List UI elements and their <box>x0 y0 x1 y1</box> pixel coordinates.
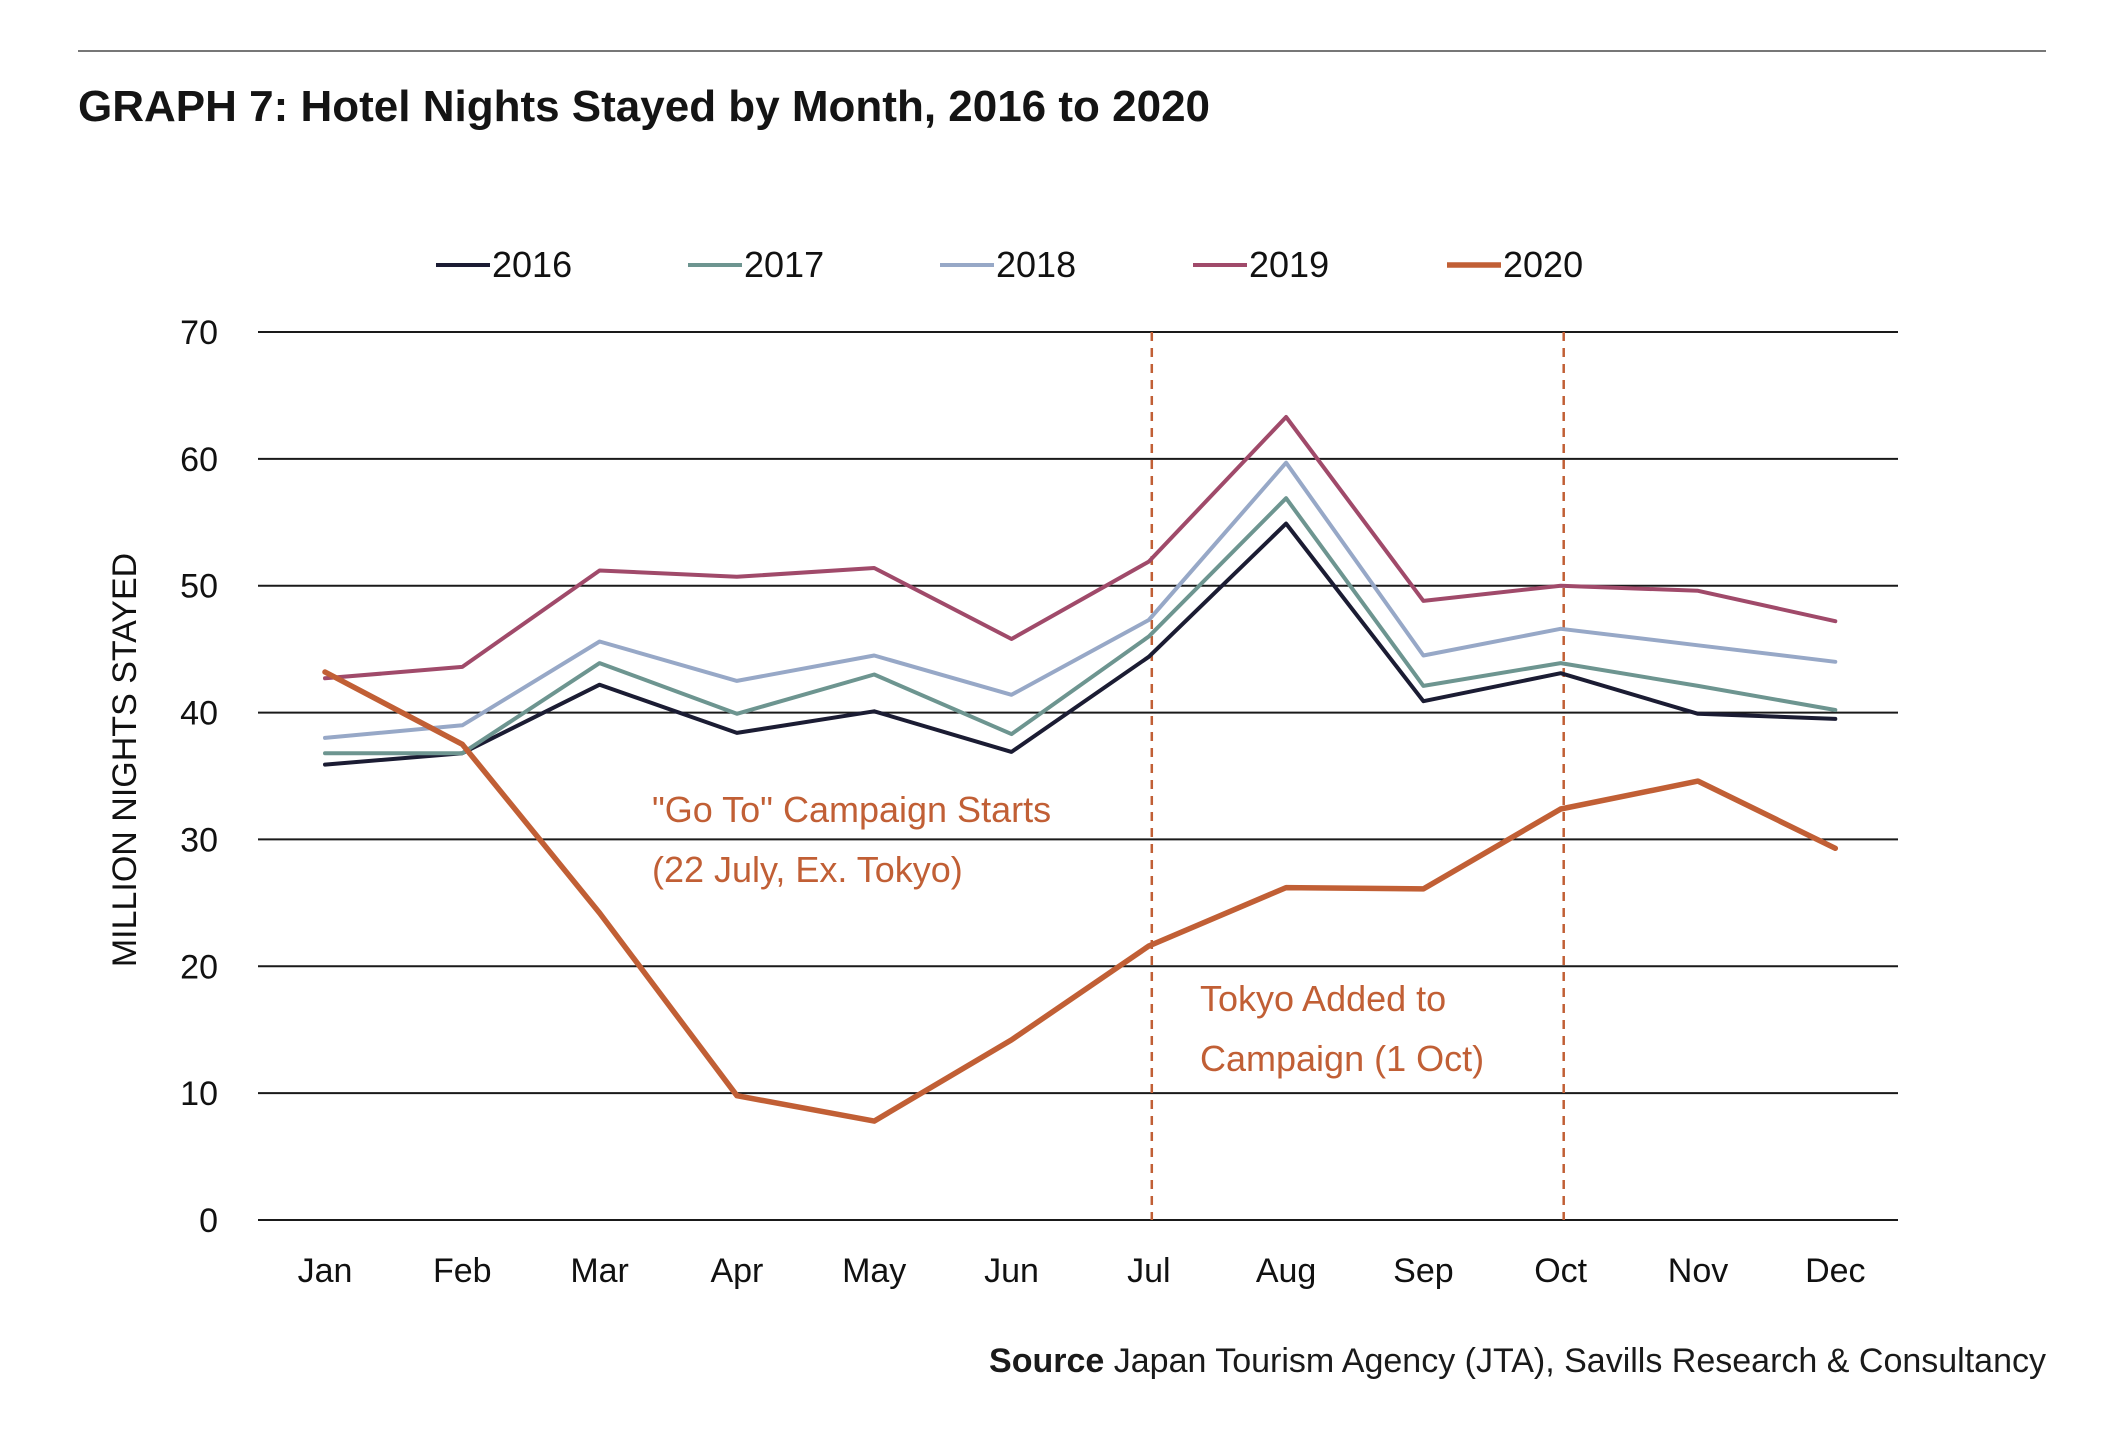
series-line-2018 <box>323 460 1838 740</box>
y-tick-label-30: 30 <box>180 821 218 859</box>
source-label: Source <box>989 1342 1105 1380</box>
source-note: Source Japan Tourism Agency (JTA), Savil… <box>989 1342 2046 1381</box>
gridlines <box>258 331 1898 1221</box>
y-tick-label-70: 70 <box>180 314 218 352</box>
y-axis-label: MILLION NIGHTS STAYED <box>106 553 144 967</box>
x-tick-label-aug: Aug <box>1256 1252 1317 1290</box>
legend-label-2020: 2020 <box>1503 244 1583 285</box>
annotations: "Go To" Campaign Starts (22 July, Ex. Tok… <box>652 789 1484 1079</box>
annotation-campaign-start-line-1: "Go To" Campaign Starts <box>652 789 1051 830</box>
legend-label-2017: 2017 <box>744 244 824 285</box>
top-rule <box>78 50 2046 52</box>
x-tick-label-nov: Nov <box>1668 1252 1728 1290</box>
y-tick-label-0: 0 <box>199 1202 218 1240</box>
series-line-2017 <box>323 496 1838 756</box>
x-tick-label-may: May <box>842 1252 906 1290</box>
series-line-2016 <box>323 521 1838 767</box>
x-tick-label-jan: Jan <box>298 1252 353 1290</box>
x-tick-label-jun: Jun <box>984 1252 1039 1290</box>
annotation-tokyo-added-line-1: Tokyo Added to <box>1200 978 1446 1019</box>
y-axis: 0 10 20 30 40 50 60 70 <box>180 314 218 1240</box>
chart-title: GRAPH 7: Hotel Nights Stayed by Month, 2… <box>78 82 1211 131</box>
source-text: Japan Tourism Agency (JTA), Savills Rese… <box>1113 1342 2046 1380</box>
y-tick-label-40: 40 <box>180 695 218 733</box>
y-tick-label-50: 50 <box>180 568 218 606</box>
y-tick-label-20: 20 <box>180 948 218 986</box>
annotation-tokyo-added-line-2: Campaign (1 Oct) <box>1200 1038 1484 1079</box>
series-line-2019 <box>323 415 1838 681</box>
y-tick-label-10: 10 <box>180 1075 218 1113</box>
series-line-2020 <box>322 669 1839 1124</box>
x-tick-label-jul: Jul <box>1127 1252 1170 1290</box>
legend-label-2019: 2019 <box>1249 244 1329 285</box>
x-tick-label-oct: Oct <box>1534 1252 1587 1290</box>
y-tick-label-60: 60 <box>180 441 218 479</box>
x-tick-label-sep: Sep <box>1393 1252 1454 1290</box>
series-lines <box>322 415 1839 1124</box>
legend-label-2016: 2016 <box>492 244 572 285</box>
reference-lines <box>1150 332 1565 1220</box>
x-tick-label-feb: Feb <box>433 1252 492 1290</box>
x-tick-label-dec: Dec <box>1805 1252 1865 1290</box>
x-tick-label-mar: Mar <box>570 1252 629 1290</box>
legend: 2016 2017 2018 2019 2020 <box>436 244 1583 285</box>
x-tick-label-apr: Apr <box>710 1252 763 1290</box>
legend-label-2018: 2018 <box>996 244 1076 285</box>
x-axis: Jan Feb Mar Apr May Jun Jul Aug Sep Oct Nov Dec <box>298 1252 1866 1290</box>
annotation-campaign-start-line-2: (22 July, Ex. Tokyo) <box>652 849 963 890</box>
